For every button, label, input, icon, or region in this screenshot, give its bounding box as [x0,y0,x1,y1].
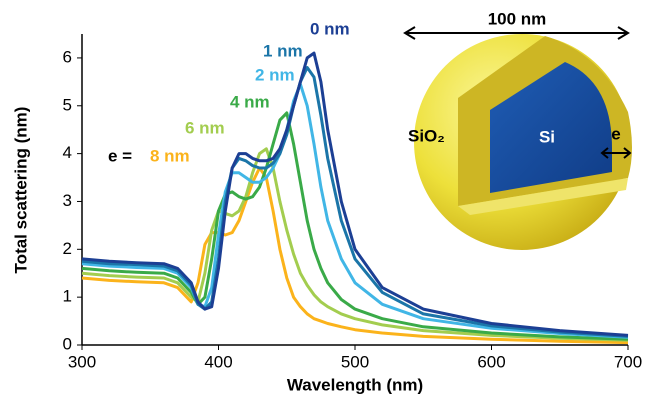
y-tick-label: 5 [63,95,72,114]
arrow-head [623,147,632,159]
core-label: Si [539,127,555,146]
x-tick-label: 600 [477,352,505,371]
line-series [81,51,629,337]
y-tick-label: 2 [63,239,72,258]
series-label: 0 nm [310,19,350,38]
series-label: 6 nm [185,118,225,137]
shell-label: SiO₂ [408,126,445,145]
core [490,62,612,193]
y-tick-label: 4 [63,143,72,162]
sphere-illustration: 100 nm SiO₂ Si e [403,9,632,250]
y-tick-label: 0 [63,334,72,353]
x-tick-label: 700 [614,352,642,371]
arrow-head [617,26,630,40]
series-label: 2 nm [255,65,295,84]
e-prefix: e = [108,146,132,165]
y-tick-label: 6 [63,47,72,66]
scale-label: 100 nm [488,9,547,28]
series-label: 1 nm [263,41,303,60]
x-tick-label: 400 [204,352,232,371]
arrow-head [403,26,416,40]
series-label: 4 nm [230,92,270,111]
y-tick-label: 3 [63,191,72,210]
shell-face [458,178,628,215]
series-label: 8 nm [150,146,190,165]
thickness-label: e [611,124,620,143]
x-tick-label: 500 [341,352,369,371]
y-axis-label: Total scattering (nm) [11,107,30,274]
x-tick-label: 300 [68,352,96,371]
arrow-head [600,147,609,159]
x-axis-label: Wavelength (nm) [287,375,423,394]
y-tick-label: 1 [63,287,72,306]
